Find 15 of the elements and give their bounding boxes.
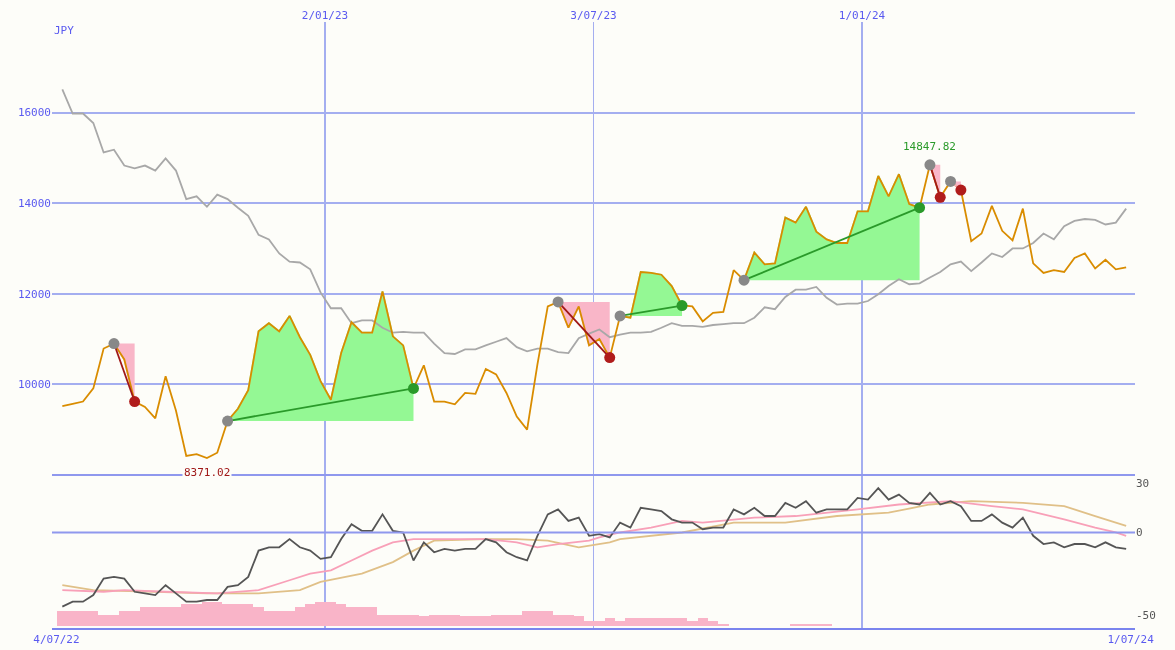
y-tick-label: 14000: [17, 197, 51, 211]
y2-tick-label: 0: [1136, 526, 1143, 540]
x2-tick-label: 1/01/24: [838, 8, 886, 22]
y-tick-label: 12000: [17, 287, 51, 301]
y2-tick-label: 30: [1136, 476, 1150, 490]
y-axis-title: JPY: [54, 24, 75, 37]
x-tick-label: 4/07/22: [33, 633, 80, 647]
y-tick-label: 16000: [17, 106, 51, 120]
y-tick-label: 10000: [17, 378, 51, 392]
x2-tick-label: 2/01/23: [301, 8, 349, 22]
x-tick-label: 1/07/24: [1107, 633, 1155, 647]
y2-tick-label: -50: [1136, 608, 1156, 622]
annotation: 8371.02: [184, 466, 231, 479]
annotation: 14847.82: [903, 140, 956, 153]
x2-tick-label: 3/07/23: [570, 8, 617, 22]
